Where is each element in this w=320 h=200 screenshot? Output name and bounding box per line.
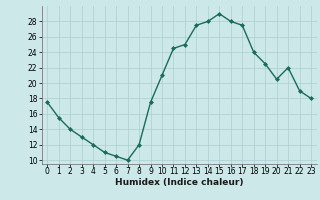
X-axis label: Humidex (Indice chaleur): Humidex (Indice chaleur) xyxy=(115,178,244,187)
